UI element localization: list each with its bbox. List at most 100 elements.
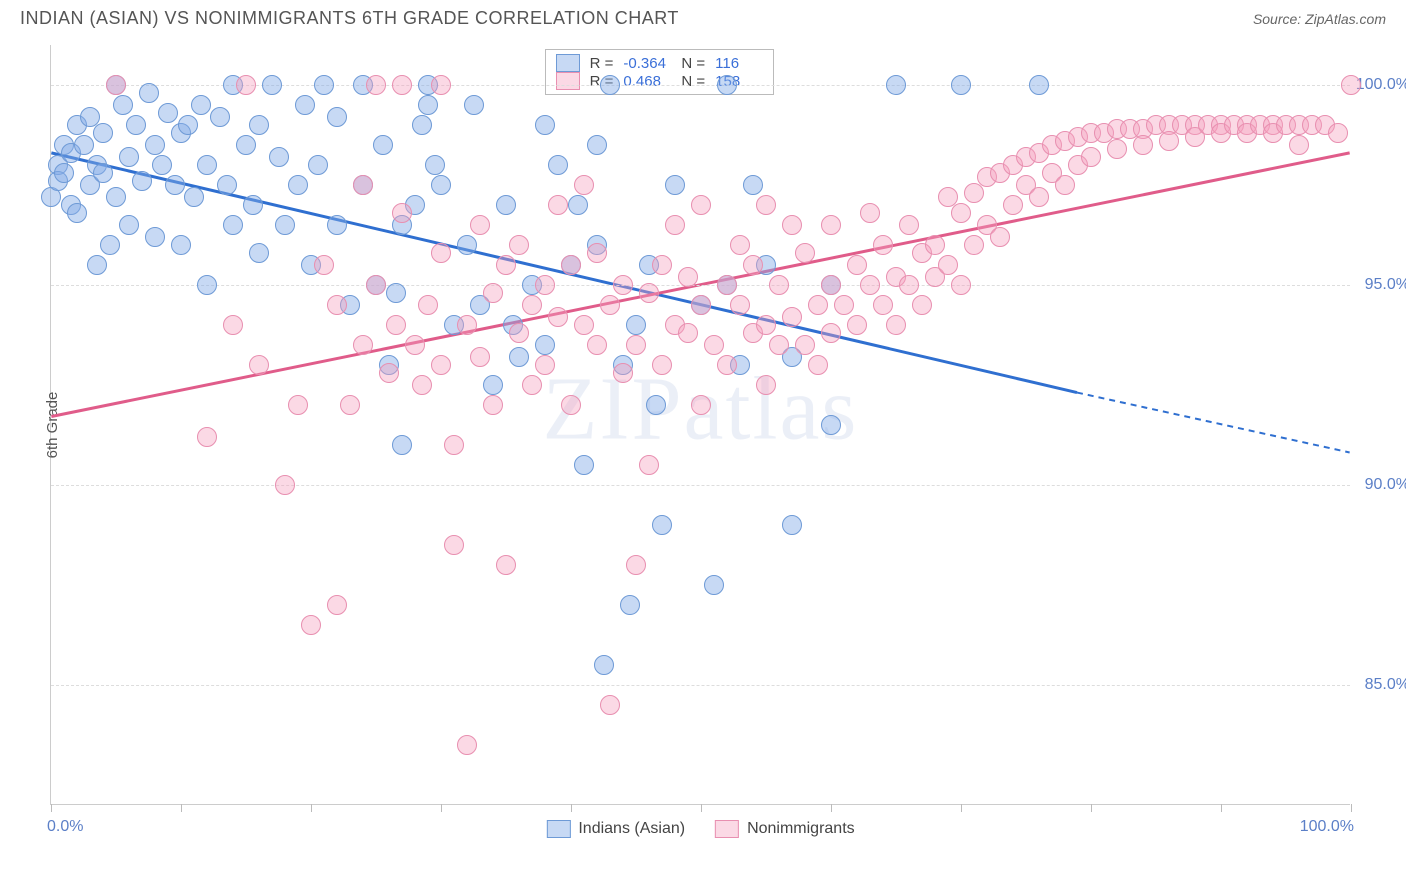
data-point xyxy=(535,335,555,355)
data-point xyxy=(353,335,373,355)
data-point xyxy=(223,315,243,335)
legend-swatch xyxy=(546,820,570,838)
data-point xyxy=(119,215,139,235)
data-point xyxy=(340,395,360,415)
data-point xyxy=(782,307,802,327)
data-point xyxy=(327,295,347,315)
data-point xyxy=(171,235,191,255)
data-point xyxy=(626,315,646,335)
n-label: N = xyxy=(681,55,705,72)
data-point xyxy=(951,275,971,295)
data-point xyxy=(561,395,581,415)
data-point xyxy=(418,295,438,315)
data-point xyxy=(587,243,607,263)
data-point xyxy=(548,307,568,327)
y-tick-label: 100.0% xyxy=(1356,76,1406,94)
data-point xyxy=(483,375,503,395)
data-point xyxy=(769,335,789,355)
data-point xyxy=(249,115,269,135)
legend-series-item: Indians (Asian) xyxy=(546,820,685,838)
data-point xyxy=(756,315,776,335)
data-point xyxy=(568,195,588,215)
data-point xyxy=(535,275,555,295)
data-point xyxy=(210,107,230,127)
data-point xyxy=(444,435,464,455)
data-point xyxy=(795,335,815,355)
data-point xyxy=(431,75,451,95)
x-tick xyxy=(961,804,962,812)
data-point xyxy=(457,235,477,255)
data-point xyxy=(74,135,94,155)
data-point xyxy=(197,155,217,175)
data-point xyxy=(925,235,945,255)
correlation-legend: R =-0.364N =116R =0.468N =158 xyxy=(545,49,775,95)
data-point xyxy=(1055,175,1075,195)
data-point xyxy=(431,355,451,375)
y-tick-label: 90.0% xyxy=(1365,476,1406,494)
data-point xyxy=(938,255,958,275)
data-point xyxy=(119,147,139,167)
data-point xyxy=(412,375,432,395)
data-point xyxy=(145,227,165,247)
data-point xyxy=(464,95,484,115)
y-tick-label: 95.0% xyxy=(1365,276,1406,294)
data-point xyxy=(600,75,620,95)
data-point xyxy=(548,195,568,215)
data-point xyxy=(717,75,737,95)
data-point xyxy=(184,187,204,207)
data-point xyxy=(100,235,120,255)
data-point xyxy=(964,183,984,203)
data-point xyxy=(152,155,172,175)
data-point xyxy=(386,315,406,335)
data-point xyxy=(704,335,724,355)
chart-header: INDIAN (ASIAN) VS NONIMMIGRANTS 6TH GRAD… xyxy=(0,0,1406,33)
x-tick xyxy=(1221,804,1222,812)
data-point xyxy=(236,75,256,95)
data-point xyxy=(223,215,243,235)
data-point xyxy=(457,735,477,755)
data-point xyxy=(821,323,841,343)
data-point xyxy=(613,363,633,383)
data-point xyxy=(678,267,698,287)
data-point xyxy=(145,135,165,155)
legend-swatch xyxy=(556,54,580,72)
data-point xyxy=(93,123,113,143)
x-axis-max-label: 100.0% xyxy=(1300,818,1354,836)
data-point xyxy=(691,195,711,215)
data-point xyxy=(496,255,516,275)
x-tick xyxy=(831,804,832,812)
trend-lines xyxy=(51,45,1350,804)
data-point xyxy=(431,175,451,195)
data-point xyxy=(295,95,315,115)
data-point xyxy=(275,475,295,495)
data-point xyxy=(126,115,146,135)
data-point xyxy=(470,347,490,367)
data-point xyxy=(249,355,269,375)
data-point xyxy=(386,283,406,303)
data-point xyxy=(522,375,542,395)
gridline xyxy=(51,685,1350,686)
data-point xyxy=(808,295,828,315)
data-point xyxy=(899,215,919,235)
data-point xyxy=(496,555,516,575)
data-point xyxy=(165,175,185,195)
x-tick xyxy=(441,804,442,812)
r-value: 0.468 xyxy=(623,73,671,90)
r-label: R = xyxy=(590,55,614,72)
data-point xyxy=(646,395,666,415)
data-point xyxy=(561,255,581,275)
data-point xyxy=(54,163,74,183)
data-point xyxy=(652,515,672,535)
data-point xyxy=(600,295,620,315)
data-point xyxy=(665,175,685,195)
data-point xyxy=(509,323,529,343)
data-point xyxy=(886,75,906,95)
data-point xyxy=(535,115,555,135)
data-point xyxy=(574,315,594,335)
data-point xyxy=(1328,123,1348,143)
x-tick xyxy=(701,804,702,812)
data-point xyxy=(197,275,217,295)
data-point xyxy=(191,95,211,115)
data-point xyxy=(652,355,672,375)
data-point xyxy=(626,335,646,355)
